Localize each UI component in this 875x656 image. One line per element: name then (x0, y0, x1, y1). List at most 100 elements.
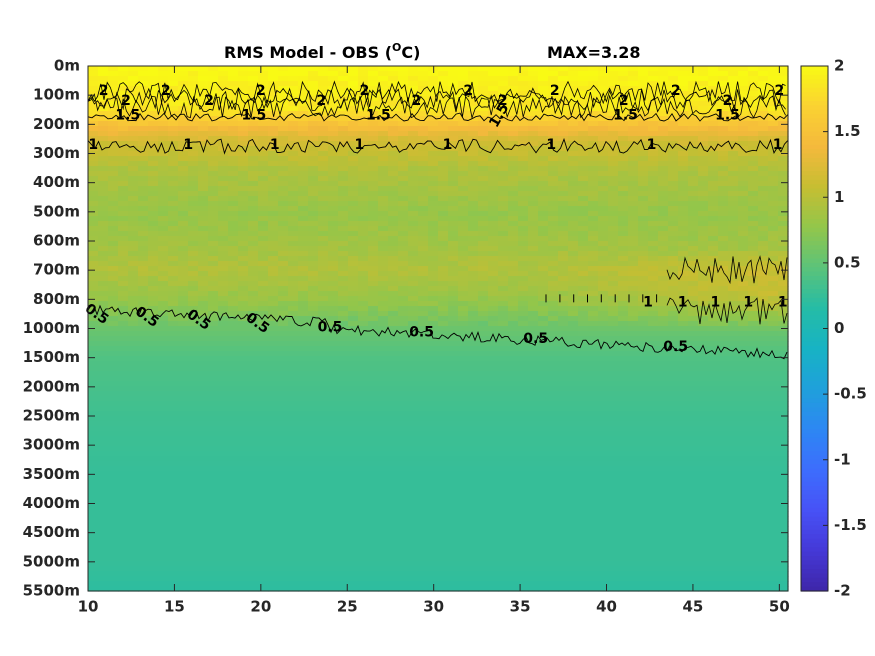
heatmap-cell (308, 231, 319, 237)
heatmap-cell (168, 101, 179, 107)
heatmap-cell (518, 586, 529, 592)
heatmap-cell (498, 136, 509, 142)
heatmap-cell (368, 266, 379, 272)
heatmap-cell (338, 321, 349, 327)
heatmap-cell (548, 376, 559, 382)
heatmap-cell (478, 581, 489, 587)
heatmap-cell (418, 586, 429, 592)
heatmap-cell (518, 96, 529, 102)
heatmap-cell (178, 236, 189, 242)
heatmap-cell (458, 486, 469, 492)
heatmap-cell (278, 556, 289, 562)
heatmap-cell (198, 431, 209, 437)
heatmap-cell (388, 341, 399, 347)
heatmap-cell (538, 111, 549, 117)
heatmap-cell (348, 411, 359, 417)
heatmap-cell (248, 121, 259, 127)
heatmap-cell (368, 466, 379, 472)
heatmap-cell (438, 456, 449, 462)
heatmap-cell (168, 566, 179, 572)
heatmap-cell (288, 81, 299, 87)
heatmap-cell (448, 296, 459, 302)
heatmap-cell (158, 316, 169, 322)
heatmap-cell (128, 121, 139, 127)
heatmap-cell (548, 191, 559, 197)
heatmap-cell (298, 196, 309, 202)
heatmap-cell (208, 426, 219, 432)
heatmap-cell (108, 501, 119, 507)
heatmap-cell (338, 251, 349, 257)
heatmap-cell (408, 311, 419, 317)
heatmap-cell (228, 181, 239, 187)
heatmap-cell (548, 456, 559, 462)
heatmap-cell (238, 406, 249, 412)
heatmap-cell (138, 446, 149, 452)
heatmap-cell (178, 71, 189, 77)
heatmap-cell (428, 96, 439, 102)
heatmap-cell (258, 341, 269, 347)
heatmap-cell (298, 126, 309, 132)
heatmap-cell (328, 426, 339, 432)
heatmap-cell (428, 191, 439, 197)
heatmap-cell (148, 191, 159, 197)
heatmap-cell (288, 266, 299, 272)
heatmap-cell (258, 196, 269, 202)
heatmap-cell (138, 256, 149, 262)
heatmap-cell (368, 526, 379, 532)
heatmap-cell (488, 71, 499, 77)
heatmap-cell (458, 421, 469, 427)
heatmap-cell (258, 516, 269, 522)
heatmap-cell (98, 531, 109, 537)
heatmap-cell (448, 371, 459, 377)
heatmap-cell (248, 566, 259, 572)
heatmap-cell (478, 216, 489, 222)
heatmap-cell (518, 351, 529, 357)
heatmap-cell (548, 411, 559, 417)
heatmap-cell (158, 356, 169, 362)
heatmap-cell (258, 436, 269, 442)
heatmap-cell (438, 586, 449, 592)
heatmap-cell (218, 241, 229, 247)
heatmap-cell (388, 441, 399, 447)
heatmap-cell (498, 281, 509, 287)
heatmap-cell (398, 86, 409, 92)
heatmap-cell (88, 451, 99, 457)
heatmap-cell (198, 511, 209, 517)
heatmap-cell (258, 231, 269, 237)
heatmap-cell (158, 296, 169, 302)
heatmap-cell (358, 291, 369, 297)
heatmap-cell (138, 351, 149, 357)
heatmap-cell (238, 181, 249, 187)
heatmap-cell (498, 331, 509, 337)
heatmap-cell (218, 76, 229, 82)
heatmap-cell (518, 441, 529, 447)
heatmap-cell (148, 256, 159, 262)
heatmap-cell (358, 431, 369, 437)
heatmap-cell (378, 276, 389, 282)
heatmap-cell (108, 226, 119, 232)
heatmap-cell (198, 71, 209, 77)
heatmap-cell (408, 226, 419, 232)
heatmap-cell (468, 391, 479, 397)
heatmap-cell (528, 446, 539, 452)
heatmap-cell (118, 381, 129, 387)
heatmap-cell (318, 366, 329, 372)
heatmap-cell (418, 261, 429, 267)
heatmap-cell (318, 181, 329, 187)
heatmap-cell (218, 546, 229, 552)
heatmap-cell (398, 66, 409, 72)
heatmap-cell (248, 296, 259, 302)
heatmap-cell (418, 341, 429, 347)
heatmap-cell (368, 246, 379, 252)
heatmap-cell (128, 116, 139, 122)
heatmap-cell (238, 506, 249, 512)
heatmap-cell (358, 366, 369, 372)
heatmap-cell (178, 106, 189, 112)
heatmap-cell (348, 461, 359, 467)
heatmap-cell (298, 506, 309, 512)
heatmap-cell (258, 131, 269, 137)
heatmap-cell (368, 396, 379, 402)
chart-title: RMS Model - OBS (OC) (224, 41, 420, 62)
heatmap-cell (278, 181, 289, 187)
heatmap-cell (468, 216, 479, 222)
